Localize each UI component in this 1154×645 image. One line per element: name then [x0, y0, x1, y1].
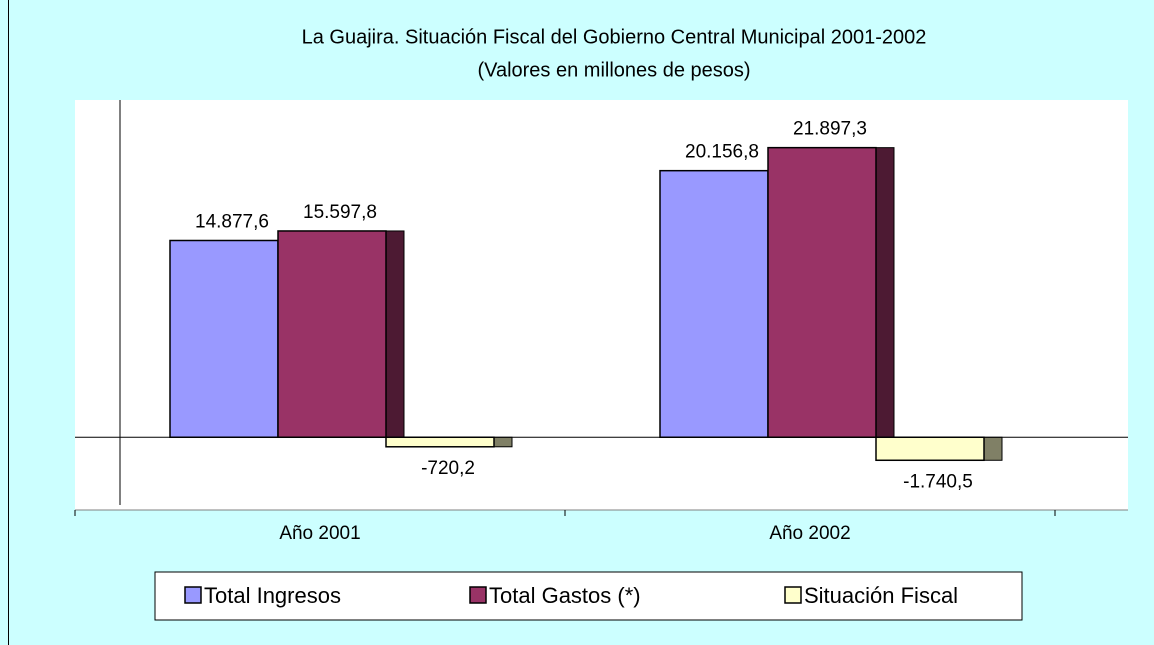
bar-side: [983, 436, 1003, 461]
data-label: 20.156,8: [685, 142, 759, 163]
bar-side: [385, 230, 405, 438]
legend-swatch: [469, 586, 487, 604]
x-tick-label: Año 2002: [769, 523, 850, 544]
legend-text: Total Ingresos: [204, 583, 341, 608]
bar: [659, 169, 769, 439]
bar: [875, 436, 985, 462]
legend-swatch: [784, 586, 802, 604]
bar: [385, 436, 495, 448]
bar: [169, 239, 279, 439]
legend: [154, 571, 1023, 621]
legend-text: Situación Fiscal: [804, 583, 958, 608]
bar-side: [493, 436, 513, 448]
legend-text: Total Gastos (*): [489, 583, 641, 608]
bar: [277, 230, 387, 439]
chart-title: La Guajira. Situación Fiscal del Gobiern…: [302, 26, 927, 48]
chart-subtitle: (Valores en millones de pesos): [477, 59, 750, 81]
data-label: -720,2: [421, 458, 475, 479]
data-label: 21.897,3: [793, 119, 867, 140]
x-tick-label: Año 2001: [279, 523, 360, 544]
bar-side: [875, 147, 895, 438]
data-label: 14.877,6: [195, 212, 269, 233]
data-label: -1.740,5: [903, 471, 973, 492]
legend-swatch: [184, 586, 202, 604]
data-label: 15.597,8: [303, 202, 377, 223]
bar: [767, 146, 877, 439]
